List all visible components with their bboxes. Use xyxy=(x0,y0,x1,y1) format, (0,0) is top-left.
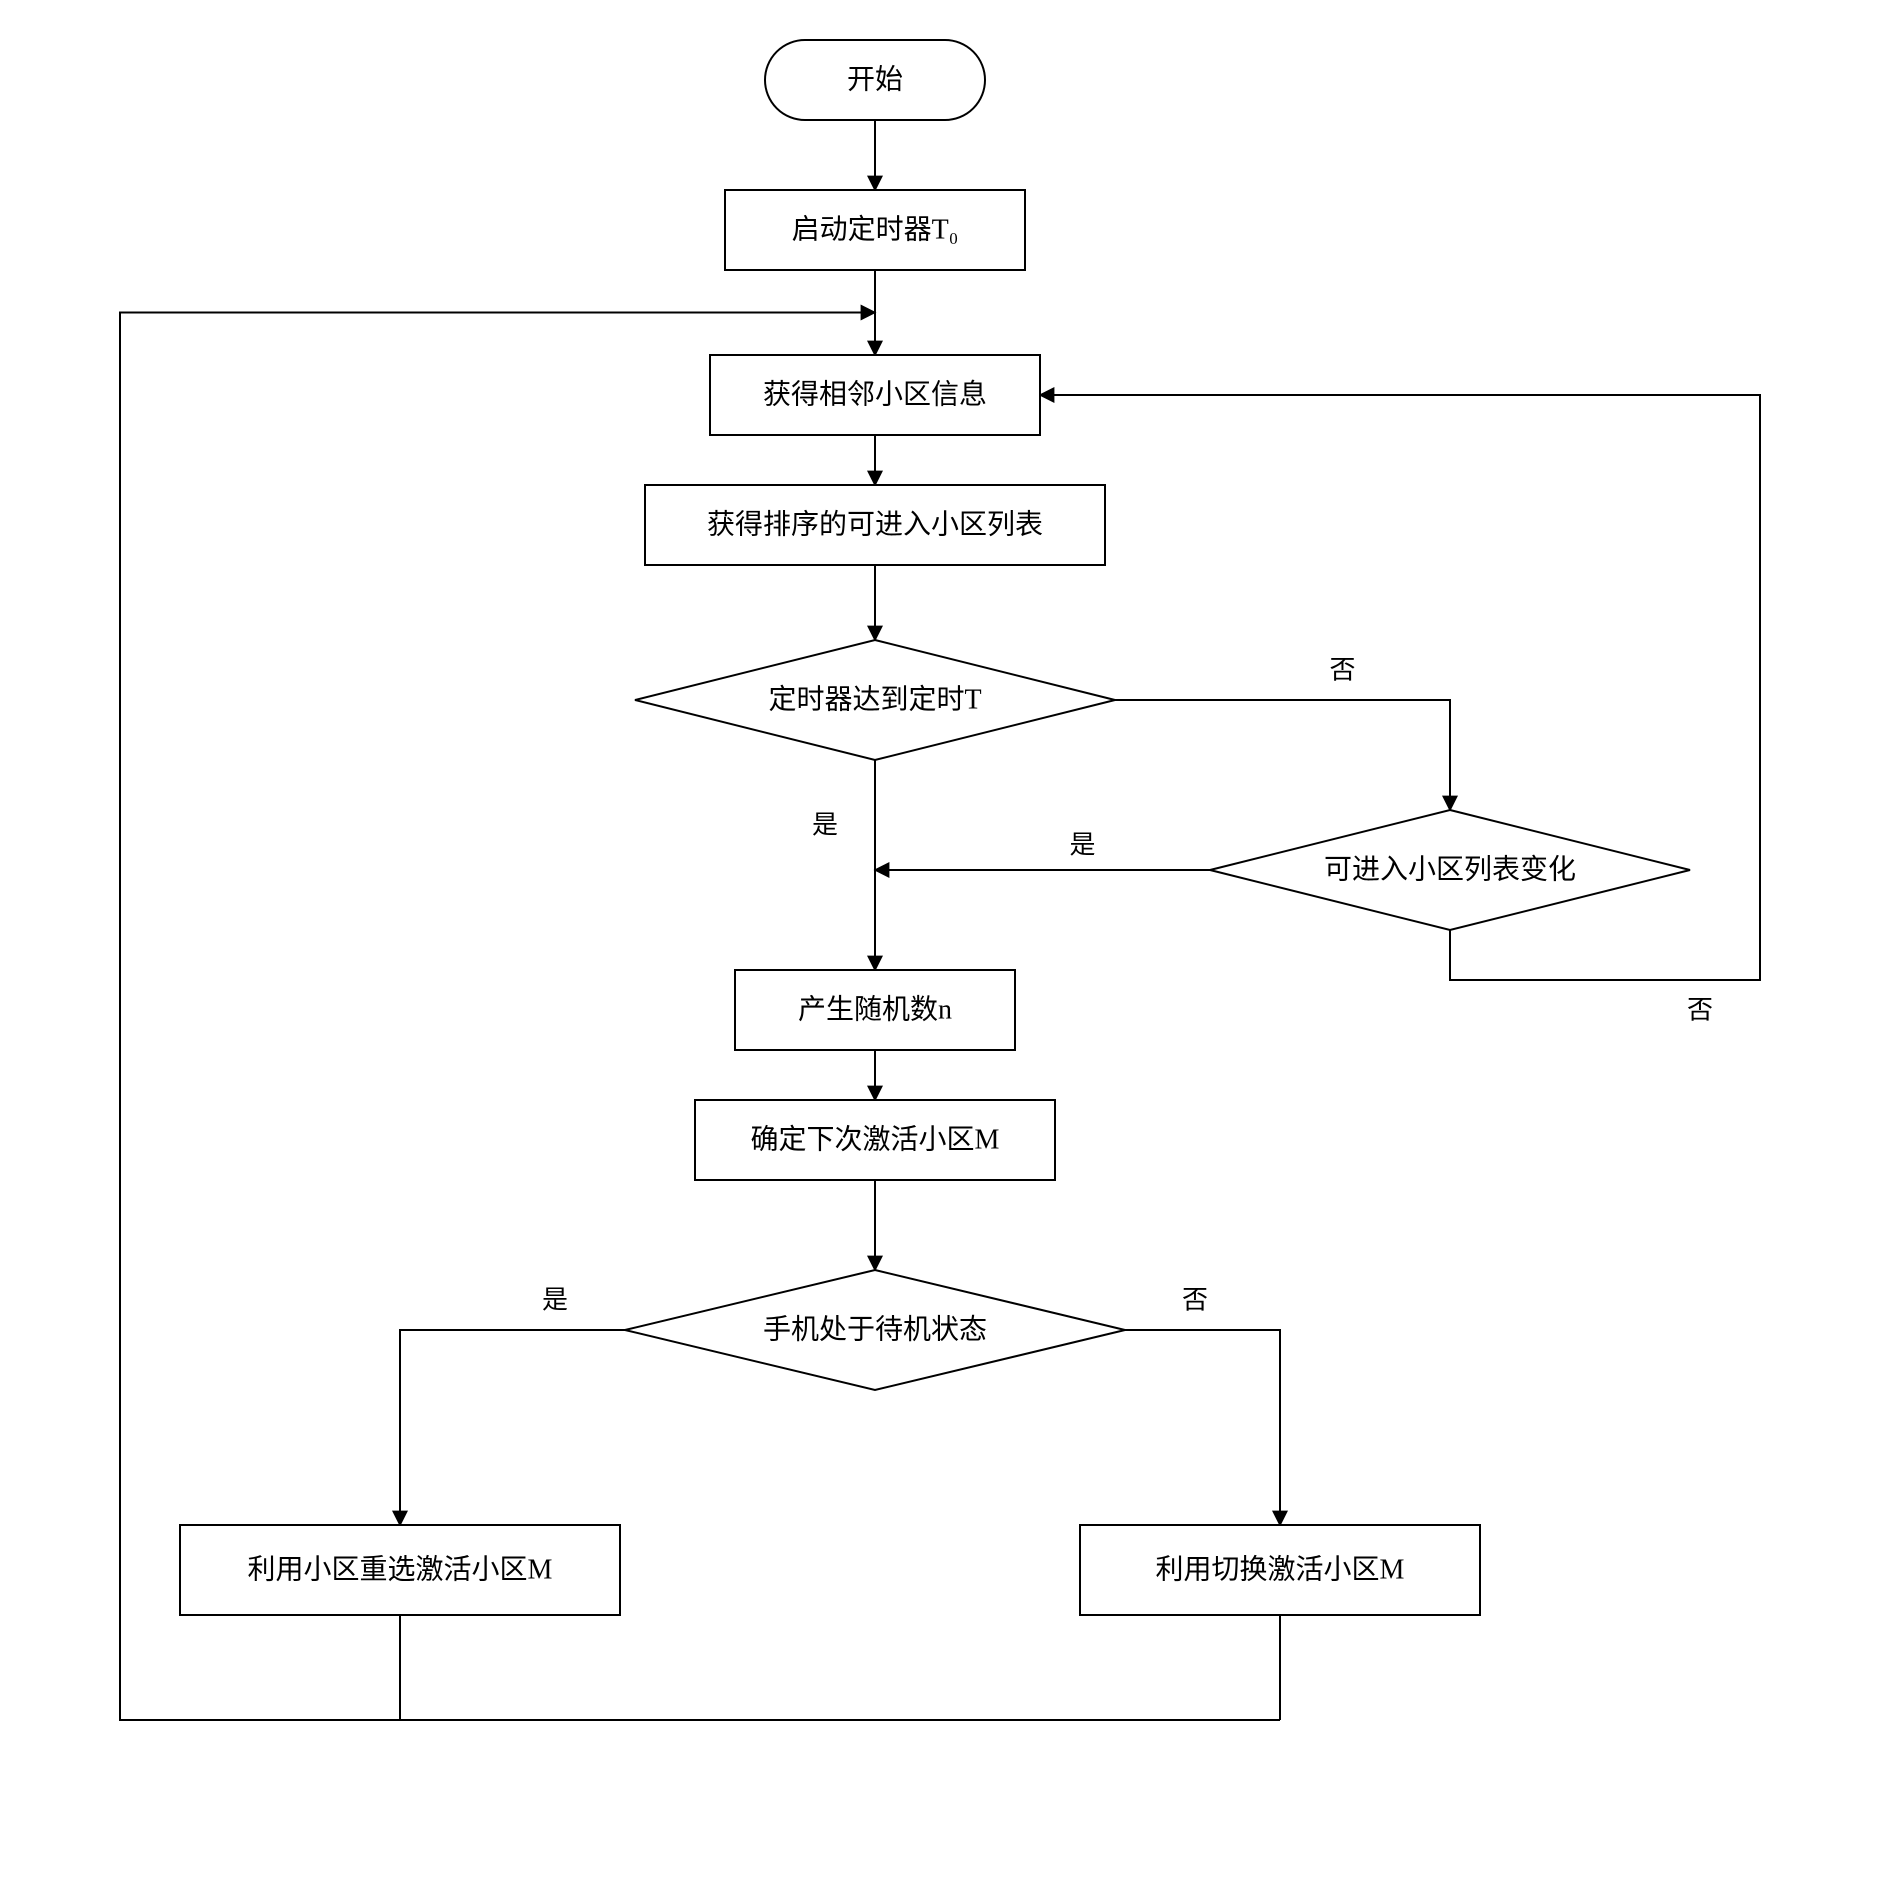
list-changed-decision-label: 可进入小区列表变化 xyxy=(1324,854,1576,886)
gen-random-process-label: 产生随机数n xyxy=(798,994,952,1026)
reachT-yes-label: 是 xyxy=(812,811,838,840)
timer-reached-decision-label: 定时器达到定时T xyxy=(768,684,981,716)
start-timer-process-label: 启动定时器T₀ xyxy=(792,214,959,246)
standby-yes-label: 是 xyxy=(542,1286,568,1315)
start-terminator-label: 开始 xyxy=(847,64,903,96)
listChg-yes-label: 是 xyxy=(1069,831,1095,860)
flowchart-canvas: 开始启动定时器T₀ 获得相邻小区信息获得排序的可进入小区列表定时器达到定时T 可进入… xyxy=(0,0,1891,1895)
reselect-process-label: 利用小区重选激活小区M xyxy=(248,1554,553,1586)
standby-decision-label: 手机处于待机状态 xyxy=(763,1314,987,1346)
get-sorted-list-process-label: 获得排序的可进入小区列表 xyxy=(707,509,1043,541)
determine-next-process-label: 确定下次激活小区M xyxy=(751,1124,1000,1156)
handover-process-label: 利用切换激活小区M xyxy=(1156,1554,1405,1586)
get-neighbor-process-label: 获得相邻小区信息 xyxy=(763,379,987,411)
reachT-no-label: 否 xyxy=(1329,656,1355,685)
standby-no-label: 否 xyxy=(1182,1286,1208,1315)
listChg-no-label: 否 xyxy=(1687,996,1713,1025)
